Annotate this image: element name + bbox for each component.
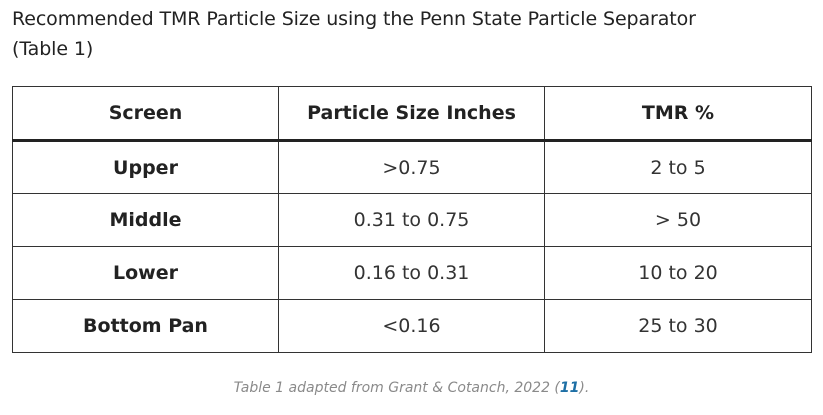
- reference-link[interactable]: 11: [559, 380, 580, 396]
- screen-cell: Lower: [12, 246, 279, 300]
- table-row: Middle 0.31 to 0.75 > 50: [12, 193, 812, 247]
- particle-size-table: Screen Particle Size Inches TMR % Upper …: [12, 86, 812, 353]
- table-row: Lower 0.16 to 0.31 10 to 20: [12, 246, 812, 300]
- screen-cell: Middle: [12, 193, 279, 247]
- header-screen: Screen: [12, 86, 279, 142]
- particle-size-cell: 0.16 to 0.31: [278, 246, 545, 300]
- particle-size-cell: <0.16: [278, 299, 545, 353]
- caption-prefix: Table 1 adapted from Grant & Cotanch, 20…: [233, 380, 560, 396]
- particle-size-cell: >0.75: [278, 140, 545, 194]
- tmr-percent-cell: 25 to 30: [544, 299, 812, 353]
- caption-suffix: ).: [579, 380, 590, 396]
- tmr-percent-cell: 10 to 20: [544, 246, 812, 300]
- screen-cell: Upper: [12, 140, 279, 194]
- table-caption: Table 1 adapted from Grant & Cotanch, 20…: [0, 380, 823, 396]
- tmr-percent-cell: 2 to 5: [544, 140, 812, 194]
- table-header-row: Screen Particle Size Inches TMR %: [12, 86, 812, 142]
- table-row: Upper >0.75 2 to 5: [12, 140, 812, 194]
- table-row: Bottom Pan <0.16 25 to 30: [12, 299, 812, 353]
- page-title: Recommended TMR Particle Size using the …: [12, 4, 792, 64]
- tmr-percent-cell: > 50: [544, 193, 812, 247]
- table-body: Upper >0.75 2 to 5 Middle 0.31 to 0.75 >…: [12, 140, 812, 353]
- screen-cell: Bottom Pan: [12, 299, 279, 353]
- header-particle-size: Particle Size Inches: [278, 86, 545, 142]
- table-header: Screen Particle Size Inches TMR %: [12, 86, 812, 142]
- title-line-1: Recommended TMR Particle Size using the …: [12, 8, 696, 30]
- header-tmr-percent: TMR %: [544, 86, 812, 142]
- title-line-2: (Table 1): [12, 38, 94, 60]
- particle-size-cell: 0.31 to 0.75: [278, 193, 545, 247]
